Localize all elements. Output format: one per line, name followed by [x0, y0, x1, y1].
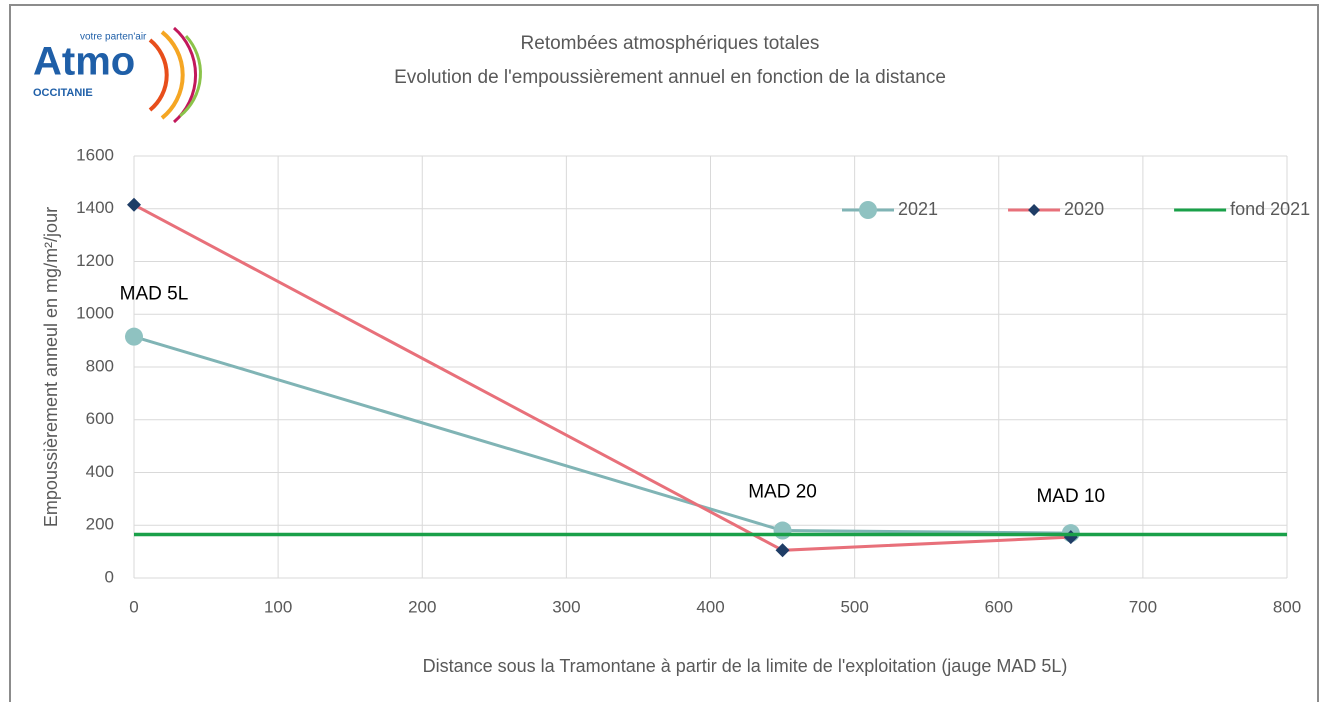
y-tick-label: 1400 — [76, 198, 114, 217]
x-tick-label: 600 — [985, 597, 1013, 616]
y-tick-label: 1000 — [76, 304, 114, 323]
legend-label: fond 2021 — [1230, 199, 1310, 219]
y-tick-label: 600 — [86, 409, 114, 428]
legend-marker — [859, 201, 877, 219]
marker — [125, 327, 143, 346]
y-tick-label: 1600 — [76, 145, 114, 164]
logo-tagline: votre parten'air — [80, 32, 147, 43]
y-tick-label: 800 — [86, 356, 114, 375]
logo: Atmo votre parten'air OCCITANIE — [33, 26, 202, 124]
chart-title: Retombées atmosphériques totales — [521, 33, 820, 54]
x-tick-label: 800 — [1273, 597, 1301, 616]
y-tick-label: 0 — [105, 567, 114, 586]
y-tick-label: 200 — [86, 515, 114, 534]
x-axis-label: Distance sous la Tramontane à partir de … — [423, 656, 1068, 676]
legend-label: 2021 — [898, 199, 938, 219]
x-tick-label: 0 — [129, 597, 138, 616]
x-tick-label: 100 — [264, 597, 292, 616]
x-tick-label: 300 — [552, 597, 580, 616]
legend-marker — [1028, 204, 1041, 216]
annotation: MAD 5L — [120, 284, 189, 305]
legend-label: 2020 — [1064, 199, 1104, 219]
chart-subtitle: Evolution de l'empoussièrement annuel en… — [394, 67, 946, 88]
x-tick-label: 700 — [1129, 597, 1157, 616]
x-tick-label: 500 — [840, 597, 868, 616]
marker — [775, 543, 790, 558]
logo-region: OCCITANIE — [33, 87, 93, 99]
x-tick-label: 400 — [696, 597, 724, 616]
marker — [127, 197, 141, 212]
y-axis-label: Empoussièrement anneul en mg/m²/jour — [41, 207, 61, 527]
y-tick-label: 1200 — [76, 251, 114, 270]
marker — [773, 521, 792, 540]
y-tick-label: 400 — [86, 462, 114, 481]
annotation: MAD 10 — [1036, 486, 1105, 507]
annotation: MAD 20 — [748, 482, 817, 503]
frame — [9, 4, 1319, 706]
logo-name: Atmo — [33, 40, 135, 84]
x-tick-label: 200 — [408, 597, 436, 616]
